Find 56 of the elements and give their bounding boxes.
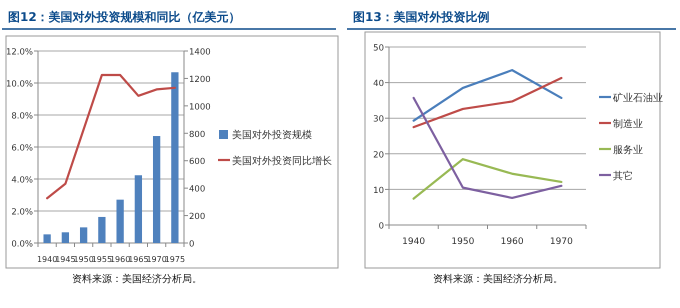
line-series [412,96,562,200]
y-tick-label: 20 [373,150,384,160]
x-tick-label: 1965 [128,255,149,264]
legend-label: 制造业 [613,118,643,130]
y2-tick-label: 400 [189,184,206,195]
x-tick-label: 1945 [55,255,76,264]
bar [152,136,160,243]
legend-label: 其它 [613,170,633,182]
y-tick-label: 40 [373,79,384,90]
y-tick-label: 10 [373,186,384,196]
y-tick-label: 30 [373,114,384,125]
x-tick-label: 1970 [146,255,167,264]
bar [80,227,88,243]
line-series [412,158,562,200]
line-series [46,74,176,200]
y2-tick-label: 0 [189,240,194,250]
bar [43,234,51,243]
bar [62,232,70,243]
legend-label: 服务业 [613,144,643,156]
bar [134,175,142,243]
x-tick-label: 1950 [451,237,475,247]
bar [171,72,179,243]
y-tick-label: 4.0% [11,176,33,186]
x-tick-label: 1940 [36,255,58,264]
x-tick-label: 1960 [500,237,524,247]
bar [98,216,106,243]
y-tick-label: 0.0% [11,240,33,250]
x-tick-label: 1960 [110,255,130,264]
y2-tick-label: 1400 [189,48,211,58]
line-series [412,69,562,122]
y-tick-label: 12.0% [6,48,33,58]
bar [116,200,124,243]
y-tick-label: 0 [378,222,384,232]
legend-label: 美国对外投资规模 [232,129,312,141]
y2-tick-label: 200 [189,212,206,222]
x-tick-label: 1950 [73,255,94,264]
y-tick-label: 8.0% [11,112,33,122]
y-tick-label: 10.0% [6,80,33,90]
y-tick-label: 6.0% [11,144,33,154]
x-tick-label: 1975 [164,255,186,264]
y2-tick-label: 600 [189,157,206,168]
y2-tick-label: 1000 [189,102,211,112]
legend-label: 矿业石油业 [612,92,663,104]
chart-title: 图12：美国对外投资规模和同比（亿美元） [8,10,241,24]
y-tick-label: 2.0% [11,208,33,218]
y-tick-label: 50 [373,44,384,54]
x-tick-label: 1955 [92,255,112,264]
y2-tick-label: 1200 [189,74,211,85]
x-tick-label: 1940 [402,237,426,247]
x-tick-label: 1970 [550,237,574,247]
legend-label: 美国对外投资同比增长 [232,155,332,167]
chart-title: 图13：美国对外投资比例 [353,10,490,24]
text: 资料来源：美国经济分析局。 [72,273,202,285]
line-series [412,76,562,128]
text: 资料来源：美国经济分析局。 [433,273,563,285]
y2-tick-label: 800 [189,130,206,140]
